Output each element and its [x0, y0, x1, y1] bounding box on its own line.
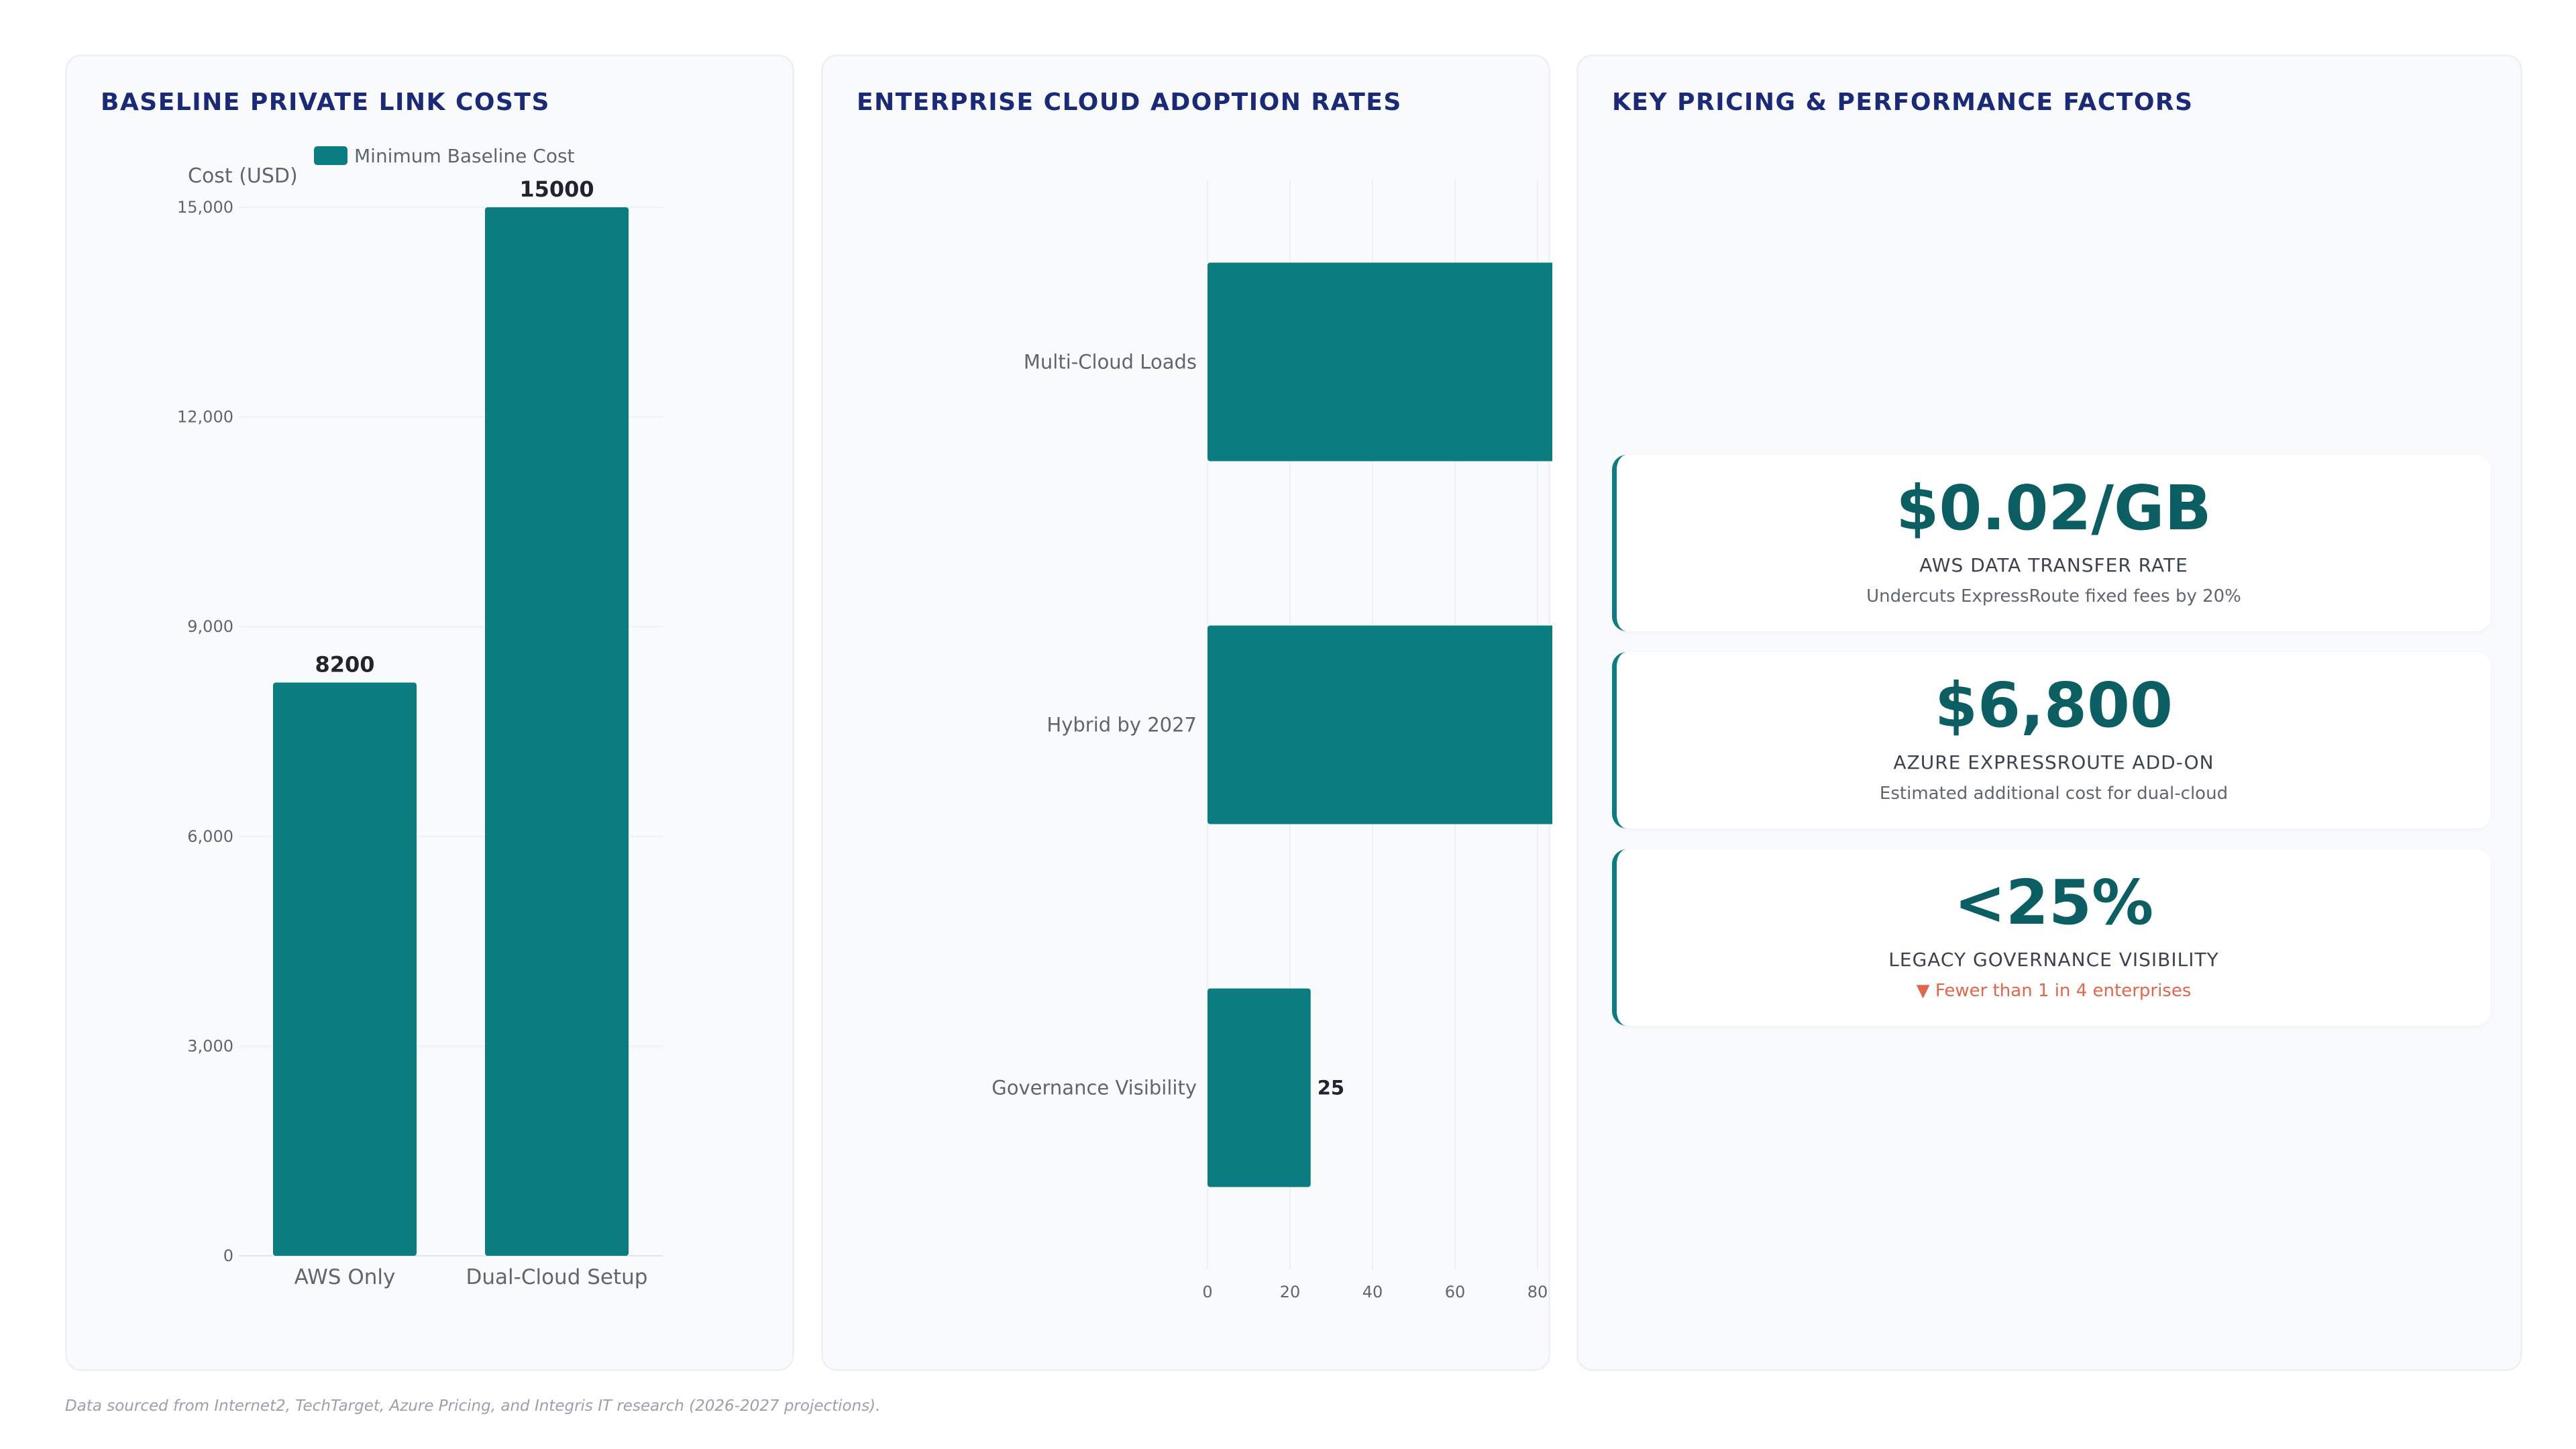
- kpi-note: Undercuts ExpressRoute fixed fees by 20%: [1866, 586, 2241, 606]
- x-tick-label: 80: [1527, 1283, 1548, 1301]
- x-tick-label: 40: [1362, 1283, 1383, 1301]
- y-tick-label: 3,000: [187, 1036, 233, 1055]
- pricing-factors-title: KEY PRICING & PERFORMANCE FACTORS: [1612, 89, 2194, 116]
- adoption-rates-title: ENTERPRISE CLOUD ADOPTION RATES: [857, 89, 1402, 116]
- kpi-note-negative: ▼ Fewer than 1 in 4 enterprises: [1916, 981, 2192, 1001]
- pricing-factors-panel: KEY PRICING & PERFORMANCE FACTORS $0.02/…: [1576, 54, 2522, 1371]
- bar-data-label: 15000: [519, 176, 594, 202]
- x-tick-label: AWS Only: [294, 1265, 396, 1289]
- y-tick-label: Governance Visibility: [991, 1077, 1197, 1099]
- legend-label: Minimum Baseline Cost: [354, 145, 575, 167]
- baseline-cost-panel: BASELINE PRIVATE LINK COSTS 0 3,000 6,000 9…: [65, 54, 794, 1371]
- kpi-value: $6,800: [1934, 669, 2174, 741]
- y-tick-label: 15,000: [177, 198, 233, 217]
- bar: [1208, 988, 1311, 1187]
- x-tick-label: Dual-Cloud Setup: [466, 1265, 648, 1289]
- bar-data-label: 8200: [315, 652, 374, 678]
- source-footnote: Data sourced from Internet2, TechTarget,…: [65, 1397, 881, 1415]
- bar: [1208, 262, 1552, 462]
- kpi-card-governance: <25% LEGACY GOVERNANCE VISIBILITY ▼ Fewe…: [1612, 849, 2491, 1026]
- kpi-label: AWS DATA TRANSFER RATE: [1919, 554, 2188, 576]
- legend-swatch: [314, 146, 347, 165]
- bar: [1208, 625, 1552, 824]
- baseline-cost-chart: 0 3,000 6,000 9,000 12,000 15,000 Cost (USD) Mi…: [177, 145, 663, 1289]
- y-tick-label: Multi-Cloud Loads: [1024, 351, 1197, 374]
- x-tick-label: 0: [1202, 1283, 1212, 1301]
- baseline-cost-title: BASELINE PRIVATE LINK COSTS: [101, 89, 550, 116]
- y-axis-label: Cost (USD): [188, 164, 298, 188]
- bar: [273, 682, 417, 1256]
- x-tick-label: 60: [1445, 1283, 1466, 1301]
- kpi-note: Estimated additional cost for dual-cloud: [1879, 784, 2229, 804]
- x-tick-label: 20: [1280, 1283, 1301, 1301]
- bar-data-label: 25: [1318, 1077, 1344, 1099]
- y-tick-label: 0: [223, 1246, 233, 1265]
- kpi-card-aws-transfer: $0.02/GB AWS DATA TRANSFER RATE Undercut…: [1612, 455, 2491, 631]
- bar: [485, 207, 629, 1256]
- kpi-value: $0.02/GB: [1896, 472, 2212, 544]
- y-tick-label: Hybrid by 2027: [1046, 714, 1197, 737]
- kpi-value: <25%: [1953, 867, 2154, 938]
- y-tick-label: 9,000: [187, 617, 233, 636]
- kpi-card-azure-addon: $6,800 AZURE EXPRESSROUTE ADD-ON Estimat…: [1612, 652, 2491, 828]
- y-tick-label: 12,000: [177, 408, 233, 427]
- y-tick-label: 6,000: [187, 827, 233, 846]
- kpi-label: LEGACY GOVERNANCE VISIBILITY: [1888, 949, 2219, 971]
- adoption-rates-panel: ENTERPRISE CLOUD ADOPTION RATES 0 20 40 60 8…: [821, 54, 1552, 1371]
- kpi-label: AZURE EXPRESSROUTE ADD-ON: [1893, 751, 2214, 773]
- adoption-rates-chart: 02040608010092Multi-Cloud Loads90Hybrid …: [991, 180, 1552, 1301]
